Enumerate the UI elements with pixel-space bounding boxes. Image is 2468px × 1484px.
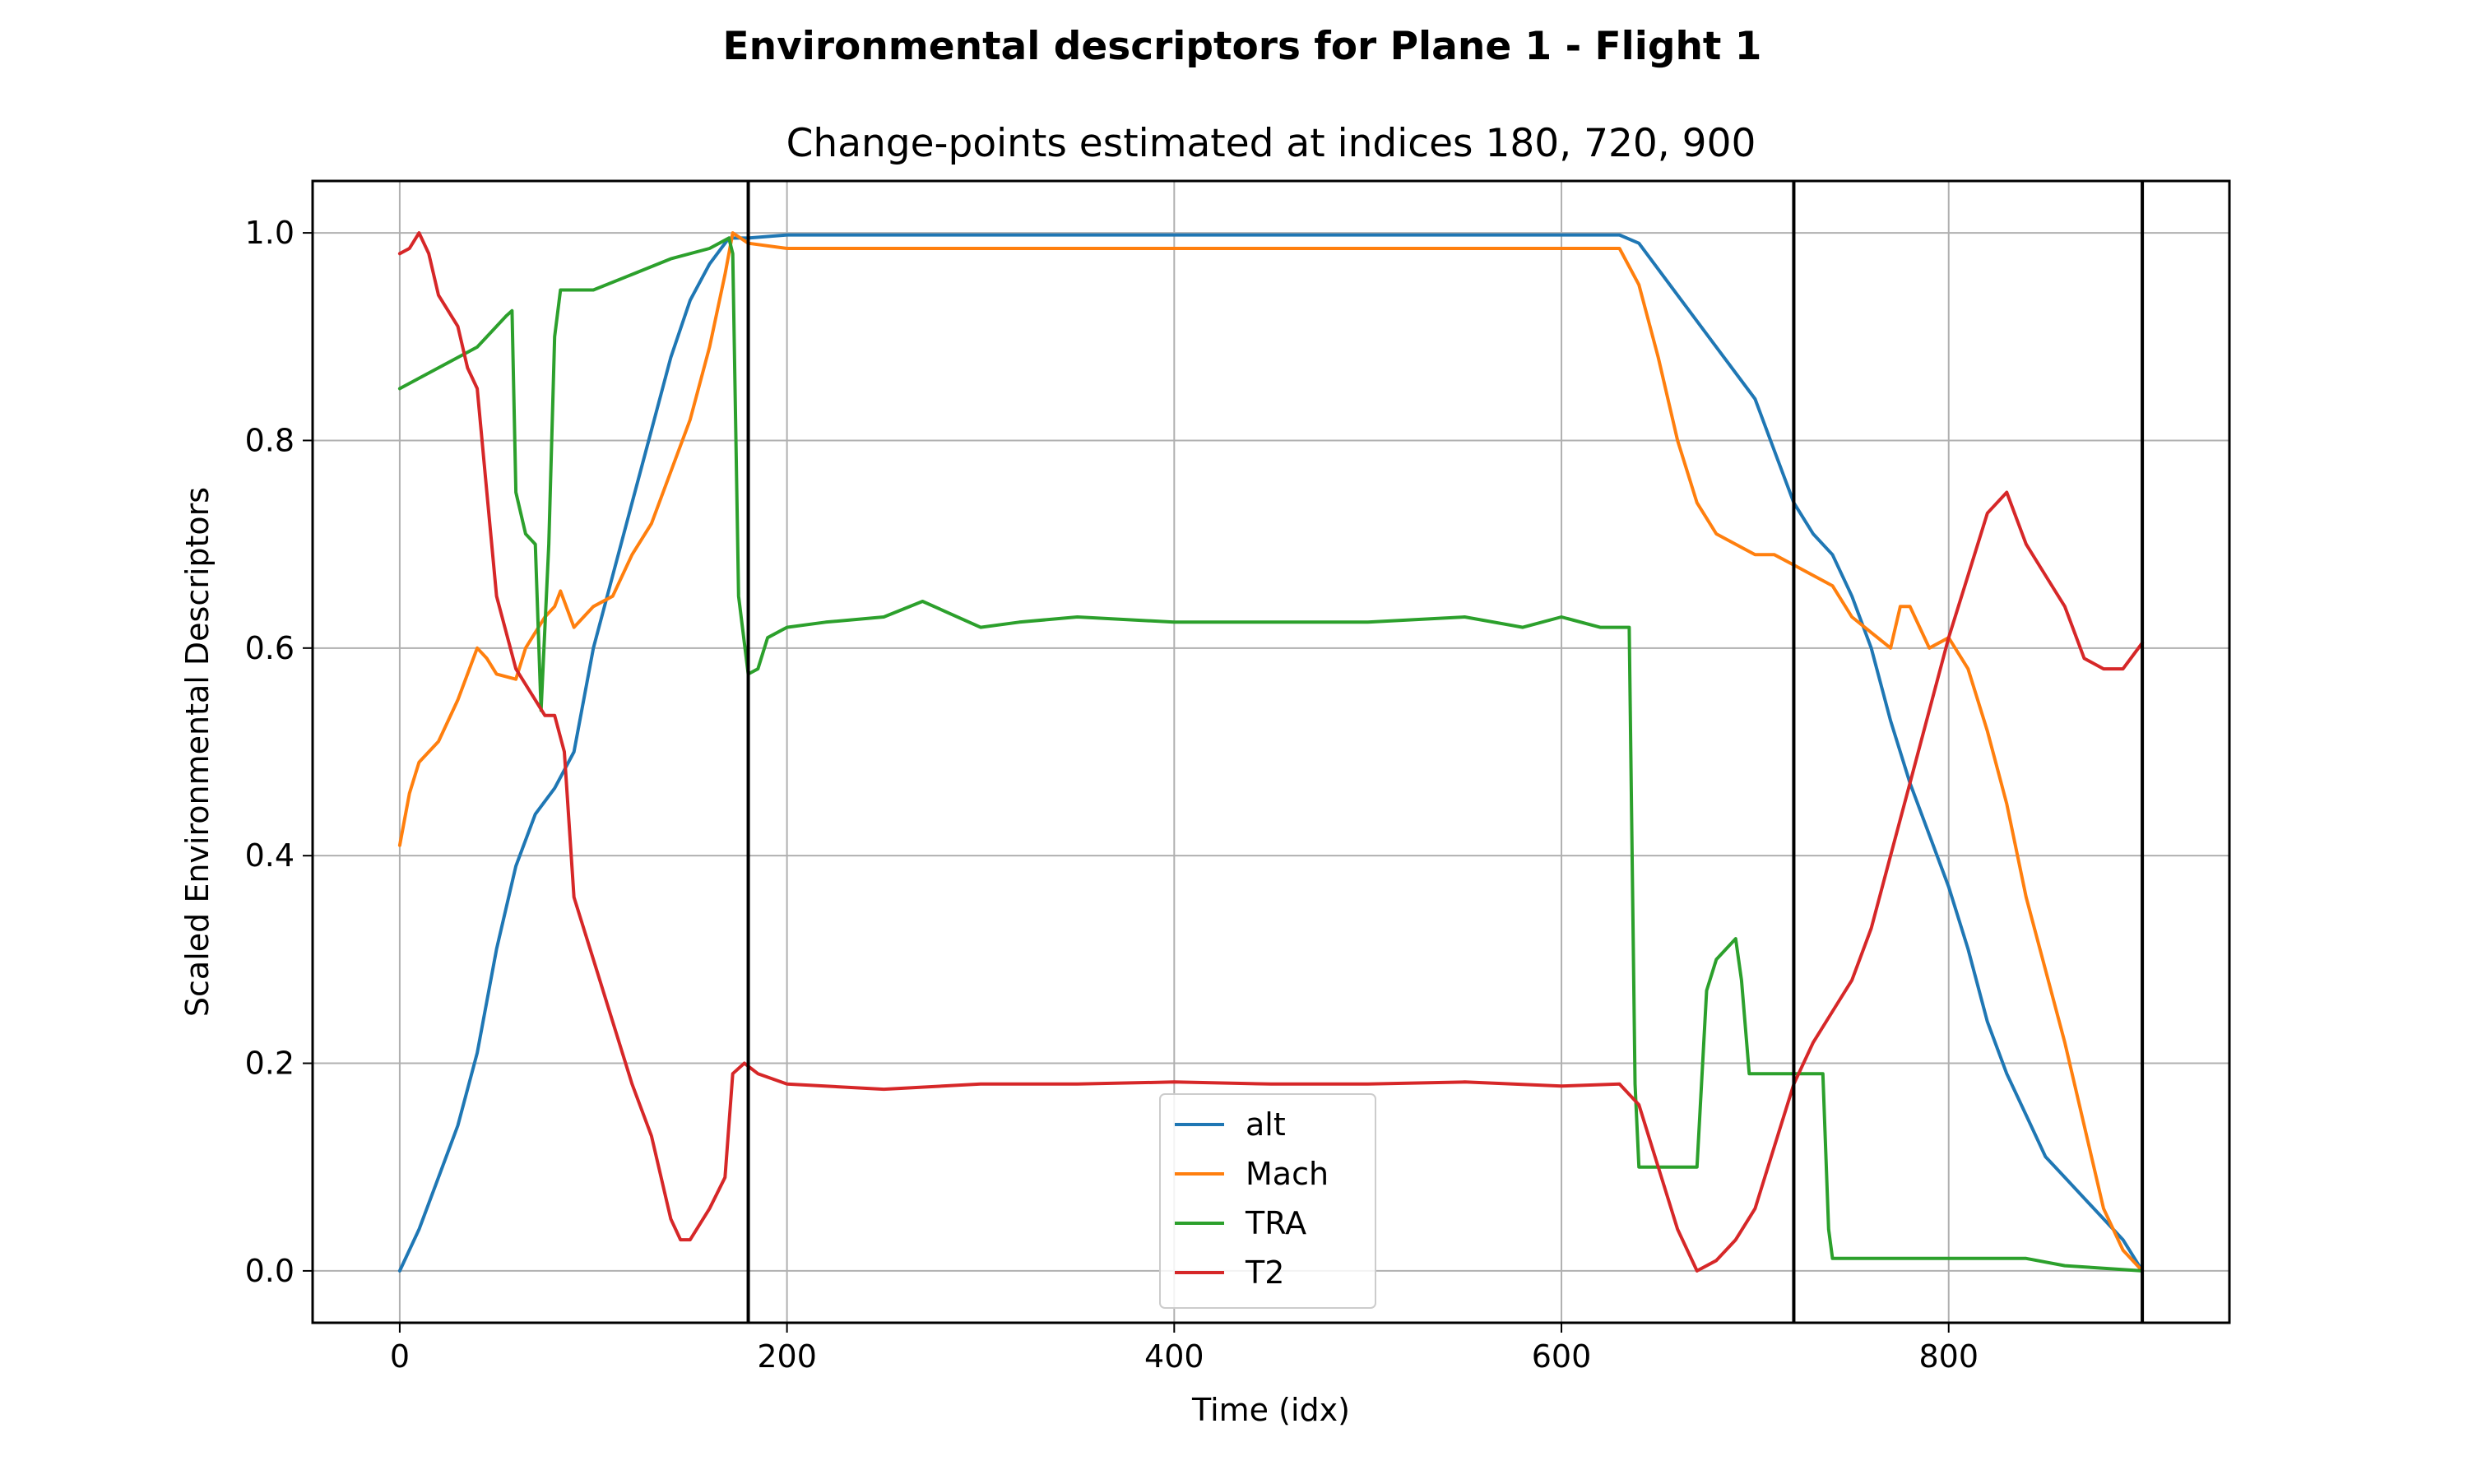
x-tick-label: 400 [1144,1338,1204,1375]
plot-frame [311,179,2231,1324]
y-tick-label: 0.6 [245,630,295,666]
x-tick-label: 600 [1532,1338,1592,1375]
y-tick-label: 0.0 [245,1253,295,1289]
y-axis-ticks: 0.0 0.2 0.4 0.6 0.8 1.0 [245,215,313,1289]
legend-entry: TRA [1175,1205,1306,1241]
x-tick-label: 200 [757,1338,817,1375]
y-tick-label: 0.2 [245,1046,295,1082]
legend-entry: T2 [1175,1254,1284,1291]
legend-label: Mach [1246,1156,1329,1192]
change-point-lines [746,181,2145,1323]
legend-entry: alt [1175,1106,1286,1143]
legend-box [1159,1093,1376,1309]
y-axis-label: Scaled Environmental Descriptors [179,487,216,1017]
series-line-t2 [397,231,2145,1273]
legend-label: T2 [1245,1254,1284,1291]
y-tick-label: 0.8 [245,422,295,458]
data-series [397,231,2145,1273]
legend-label: alt [1246,1106,1286,1143]
x-axis-ticks: 0 200 400 600 800 [390,1323,1979,1375]
legend-label: TRA [1245,1205,1306,1241]
x-axis-label: Time (idx) [1191,1392,1350,1428]
x-tick-label: 800 [1918,1338,1979,1375]
y-tick-label: 1.0 [245,215,295,251]
chart-subtitle: Change-points estimated at indices 180, … [786,121,1756,166]
legend: alt Mach TRA T2 [1159,1093,1376,1309]
grid-lines [313,181,2229,1323]
legend-entry: Mach [1175,1156,1329,1192]
x-tick-label: 0 [390,1338,410,1375]
series-line-tra [397,236,2145,1273]
chart-title: Environmental descriptors for Plane 1 - … [723,24,1762,69]
series-line-alt [397,233,2145,1273]
y-tick-label: 0.4 [245,837,295,874]
